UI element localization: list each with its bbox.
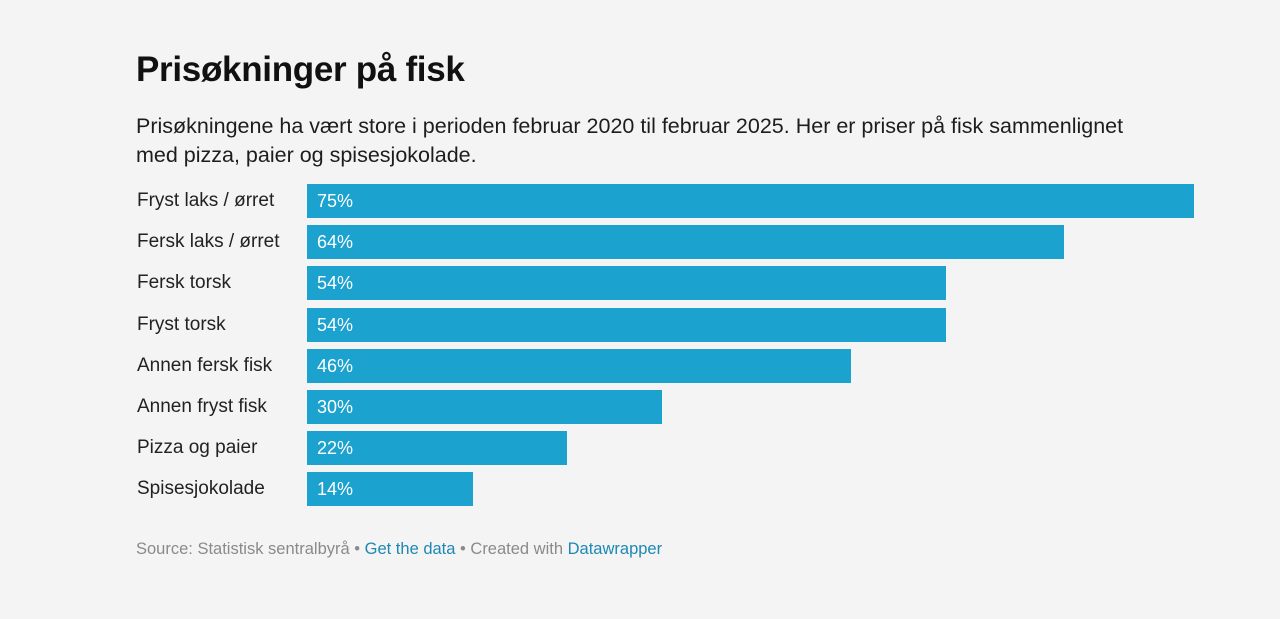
bar-row: Annen fersk fisk 46% (136, 348, 1196, 383)
bar-value: 54% (317, 273, 354, 294)
created-with-text: • Created with (455, 540, 568, 558)
bar: 22% (307, 431, 568, 466)
bar-rows: Fryst laks / ørret 75% Fersk laks / ørre… (136, 184, 1196, 514)
bar-label: Fryst torsk (137, 313, 226, 335)
chart-subtitle: Prisøkningene ha vært store i perioden f… (136, 114, 1124, 167)
datawrapper-link[interactable]: Datawrapper (567, 540, 663, 558)
bar-value: 30% (317, 396, 354, 417)
bar-row: Annen fryst fisk 30% (136, 389, 1196, 424)
bar: 75% (307, 184, 1194, 218)
bar-row: Pizza og paier 22% (136, 431, 1196, 466)
separator: • (349, 540, 365, 558)
bar: 54% (307, 307, 946, 342)
chart-footer: Source: Statistisk sentralbyrå • Get the… (136, 540, 662, 559)
get-the-data-link[interactable]: Get the data (364, 540, 456, 558)
bar-row: Fersk torsk 54% (136, 266, 1196, 301)
bar-value: 22% (317, 438, 354, 459)
bar-label: Annen fersk fisk (137, 354, 273, 376)
bar-label: Pizza og paier (137, 437, 258, 459)
bar: 64% (307, 225, 1064, 260)
bar-label: Fersk laks / ørret (137, 231, 280, 253)
bar-row: Fryst laks / ørret 75% (136, 184, 1196, 218)
bar-value: 54% (317, 314, 354, 335)
bar-label: Annen fryst fisk (137, 395, 267, 417)
bar: 54% (307, 266, 946, 301)
bar-row: Fersk laks / ørret 64% (136, 225, 1196, 260)
bar-row: Fryst torsk 54% (136, 307, 1196, 342)
bar-label: Fryst laks / ørret (137, 190, 275, 211)
bar-label: Fersk torsk (137, 272, 231, 294)
bar: 30% (307, 389, 662, 424)
bar-value: 46% (317, 355, 354, 376)
bar-value: 64% (317, 232, 354, 253)
bar-value: 75% (317, 191, 354, 211)
bar: 14% (307, 472, 473, 507)
bar: 46% (307, 348, 852, 383)
chart-title: Prisøkninger på fisk (136, 50, 465, 89)
source-text: Source: Statistisk sentralbyrå (136, 540, 350, 558)
bar-row: Spisesjokolade 14% (136, 472, 1196, 507)
bar-value: 14% (317, 479, 354, 500)
bar-label: Spisesjokolade (137, 478, 265, 500)
